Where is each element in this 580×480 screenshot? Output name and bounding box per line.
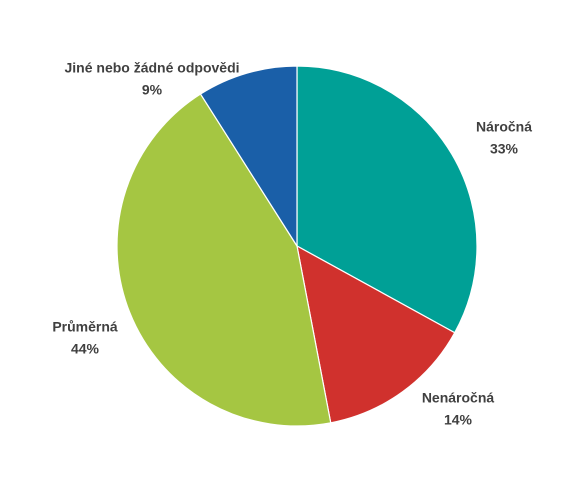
pie-slice [296,244,456,424]
pie-slice [199,65,298,249]
slice-label: Nenáročná [422,390,495,406]
pie-slice [296,65,478,334]
slice-label: Náročná [476,119,532,135]
slice-label: Průměrná [52,319,118,335]
pie-slice [116,93,332,427]
slice-label: Jiné nebo žádné odpovědi [64,60,239,76]
slice-value-label: 33% [490,141,519,157]
slice-value-label: 9% [142,82,163,98]
slice-value-label: 14% [444,412,473,428]
slice-value-label: 44% [71,341,100,357]
